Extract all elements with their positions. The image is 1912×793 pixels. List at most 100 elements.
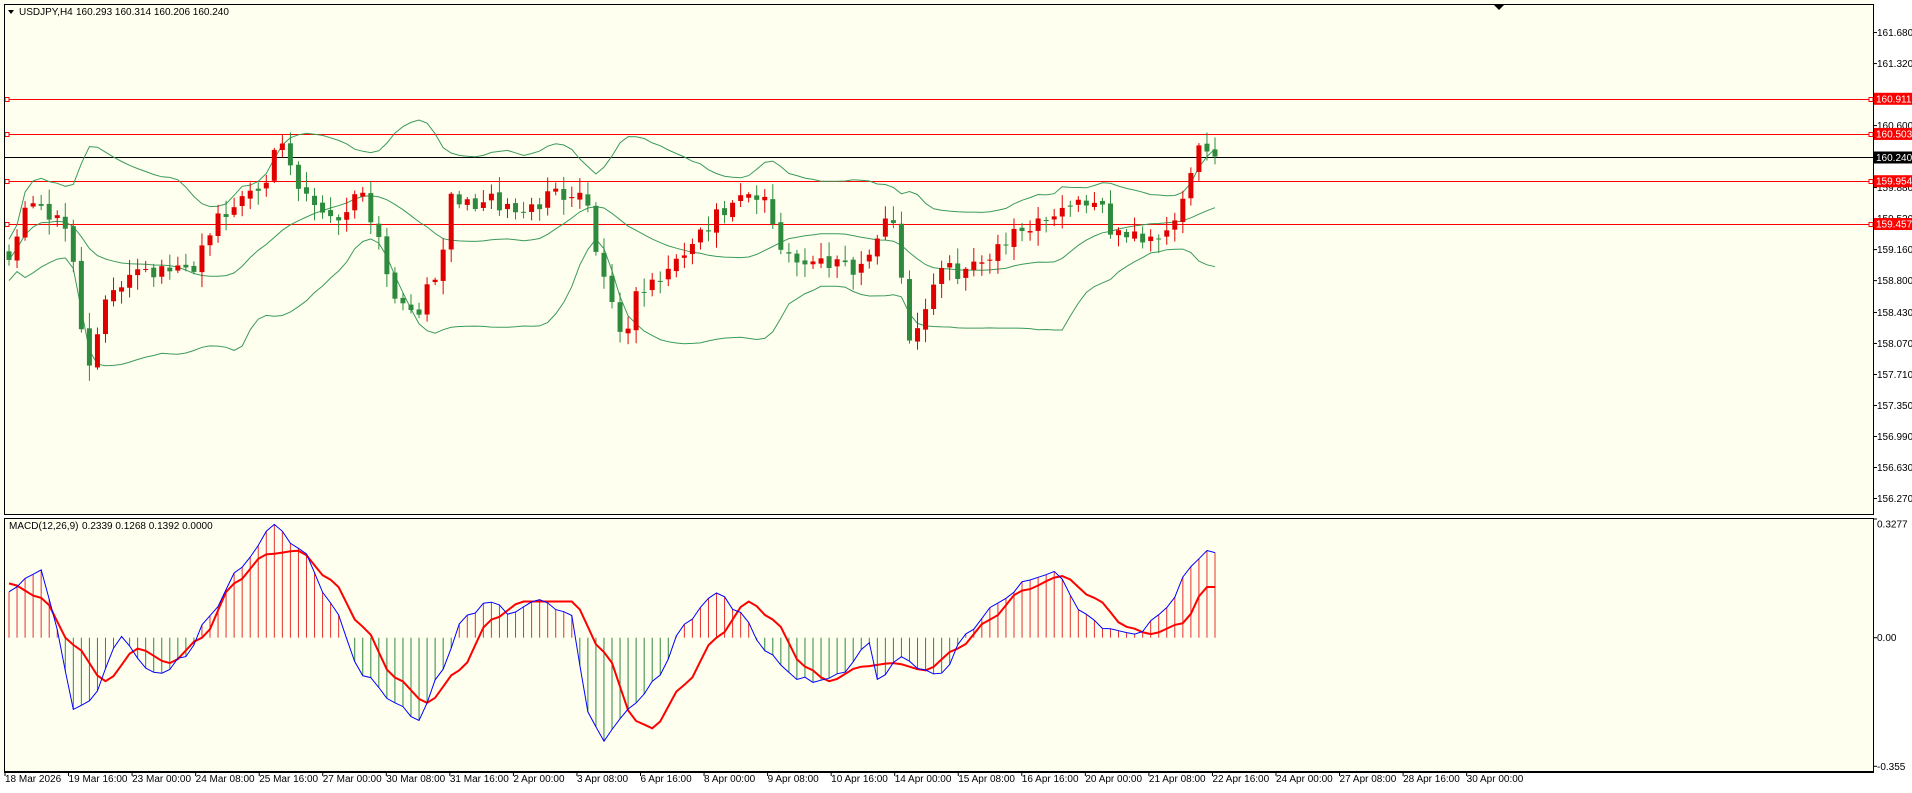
candle-body <box>722 208 728 216</box>
candle-body <box>697 229 703 243</box>
candle-body <box>119 287 125 292</box>
level-handle-right <box>1868 97 1874 102</box>
candle-body <box>906 279 912 341</box>
candle-body <box>1140 233 1146 243</box>
time-tick-label: 28 Apr 16:00 <box>1403 774 1460 785</box>
price-tick-label: 157.710 <box>1877 370 1912 381</box>
candle-body <box>649 279 655 291</box>
chart-shift-marker[interactable] <box>1494 5 1504 10</box>
candle-body <box>456 194 462 205</box>
time-tick-label: 24 Apr 00:00 <box>1276 774 1333 785</box>
candle-body <box>633 291 639 331</box>
candle-body <box>995 244 1001 261</box>
candle-body <box>352 194 358 211</box>
level-handle-left <box>4 179 10 184</box>
candle-body <box>175 265 181 271</box>
time-tick-label: 15 Apr 08:00 <box>958 774 1015 785</box>
candle-body <box>1116 230 1122 236</box>
candle-body <box>738 195 744 202</box>
candle-body <box>931 284 937 310</box>
time-tick-label: 9 Apr 08:00 <box>768 774 820 785</box>
candle-body <box>955 263 961 279</box>
candle-body <box>681 255 687 258</box>
candle-body <box>609 275 615 303</box>
candles <box>6 132 1218 381</box>
candle-body <box>135 269 141 276</box>
candle-body <box>432 279 438 283</box>
candle-body <box>802 260 808 265</box>
level-tag <box>1874 127 1912 140</box>
time-tick-label: 27 Apr 08:00 <box>1340 774 1397 785</box>
band-middle <box>8 195 1216 277</box>
current-price-tag <box>1874 151 1912 164</box>
candle-body <box>488 193 494 201</box>
candle-body <box>842 260 848 263</box>
candle-body <box>890 220 896 224</box>
macd-tick-label: 0.00 <box>1877 633 1897 644</box>
candle-body <box>328 210 334 217</box>
candle-body <box>368 193 374 223</box>
candle-body <box>866 254 872 262</box>
candle-body <box>279 143 285 150</box>
candle-body <box>424 284 430 315</box>
candle-body <box>818 258 824 264</box>
candle-body <box>143 268 149 270</box>
candle-body <box>521 211 527 213</box>
candle-body <box>577 192 583 200</box>
candle-body <box>834 259 840 267</box>
price-tick-label: 157.350 <box>1877 401 1912 412</box>
time-tick-label: 24 Mar 08:00 <box>196 774 255 785</box>
price-tick-label: 156.630 <box>1877 463 1912 474</box>
candle-body <box>1124 231 1130 238</box>
candle-body <box>504 203 510 210</box>
level-tags: 160.911 160.503 159.954 159.457 160.240 <box>1874 92 1912 231</box>
candle-body <box>1027 231 1033 233</box>
candle-body <box>183 264 189 268</box>
candle-body <box>159 266 165 277</box>
candle-body <box>939 268 945 284</box>
candle-body <box>826 256 832 269</box>
candle-body <box>336 217 342 221</box>
candle-body <box>392 272 398 299</box>
candle-body <box>673 258 679 272</box>
candle-body <box>46 203 52 220</box>
time-tick-label: 18 Mar 2026 <box>5 774 62 785</box>
collapse-triangle-icon[interactable] <box>8 10 14 14</box>
candle-body <box>730 202 736 218</box>
candle-body <box>295 164 301 189</box>
candle-body <box>657 280 663 282</box>
level-tag-label: 159.457 <box>1876 220 1912 231</box>
price-tick-label: 158.430 <box>1877 308 1912 319</box>
candle-body <box>287 143 293 166</box>
candle-body <box>778 222 784 250</box>
candle-body <box>625 328 631 334</box>
candle-body <box>199 245 205 273</box>
time-tick-label: 21 Apr 08:00 <box>1149 774 1206 785</box>
time-tick-label: 25 Mar 16:00 <box>259 774 318 785</box>
candle-body <box>263 182 269 189</box>
price-tick-label: 161.320 <box>1877 59 1912 70</box>
ohlc-values: 160.293 160.314 160.206 160.240 <box>76 7 229 18</box>
candle-body <box>1075 199 1081 205</box>
candle-body <box>416 309 422 315</box>
macd-histogram <box>8 524 1216 742</box>
candle-body <box>746 194 752 198</box>
candle-body <box>705 230 711 232</box>
price-tick-label: 161.680 <box>1877 28 1912 39</box>
current-price-tag-label: 160.240 <box>1876 153 1912 164</box>
candle-body <box>971 261 977 271</box>
candle-body <box>810 261 816 265</box>
candle-body <box>62 216 68 229</box>
time-tick-label: 6 Apr 16:00 <box>641 774 693 785</box>
macd-indicator-values: 0.2339 0.1268 0.1392 0.0000 <box>82 521 213 532</box>
candle-body <box>1067 205 1073 207</box>
candle-body <box>585 194 591 206</box>
time-tick-label: 31 Mar 16:00 <box>450 774 509 785</box>
symbol-label: USDJPY,H4 <box>19 7 73 18</box>
candle-body <box>1132 231 1138 239</box>
level-handle-left <box>4 97 10 102</box>
candle-body <box>601 252 607 277</box>
price-tick-label: 156.270 <box>1877 494 1912 505</box>
candle-body <box>127 274 133 288</box>
